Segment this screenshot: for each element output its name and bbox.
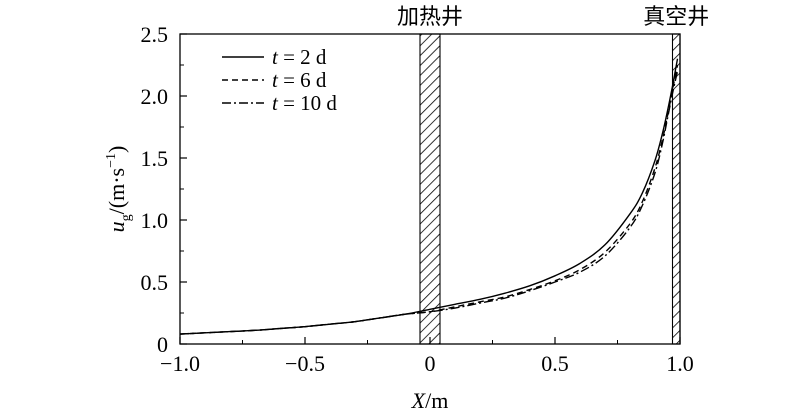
- y-tick-label: 0: [157, 332, 168, 357]
- y-axis-superscript: −1: [104, 153, 119, 168]
- x-axis: −1.0 −0.5 0 0.5 1.0: [160, 337, 694, 376]
- y-tick-label: 0.5: [141, 270, 169, 295]
- well-region-label-2: 真空井: [643, 5, 709, 30]
- y-axis-title: ug/(m·s−1): [104, 146, 134, 233]
- y-axis: 0 0.5 1.0 1.5 2.0 2.5: [141, 22, 187, 357]
- x-tick-label: 0: [425, 351, 436, 376]
- y-axis-unit: /(m·s: [104, 168, 129, 214]
- series-line-2: [180, 64, 679, 335]
- y-tick-label: 1.5: [141, 146, 169, 171]
- y-tick-label: 2.5: [141, 22, 169, 47]
- legend-label-2: t = 6 d: [272, 68, 327, 92]
- x-tick-label: 1.0: [666, 351, 694, 376]
- well-regions: 加热井 真空井: [397, 5, 709, 345]
- y-axis-subscript: g: [119, 214, 134, 221]
- legend-label-3: t = 10 d: [272, 91, 337, 115]
- y-tick-label: 1.0: [141, 208, 169, 233]
- y-axis-unit-close: ): [104, 146, 129, 153]
- x-axis-unit: /m: [425, 388, 448, 413]
- x-tick-label: −1.0: [160, 351, 200, 376]
- x-axis-var: X: [411, 388, 427, 413]
- series-line-3: [180, 71, 679, 335]
- x-axis-title: X/m: [411, 388, 449, 413]
- y-tick-label: 2.0: [141, 84, 169, 109]
- y-axis-var: u: [104, 221, 129, 232]
- legend: t = 2 dt = 6 dt = 10 d: [222, 45, 337, 115]
- series-lines: [180, 58, 679, 335]
- well-region-label-1: 加热井: [397, 5, 463, 30]
- x-tick-label: −0.5: [285, 351, 325, 376]
- x-tick-label: 0.5: [541, 351, 569, 376]
- well-region-1: [419, 33, 441, 345]
- legend-label-1: t = 2 d: [272, 45, 327, 69]
